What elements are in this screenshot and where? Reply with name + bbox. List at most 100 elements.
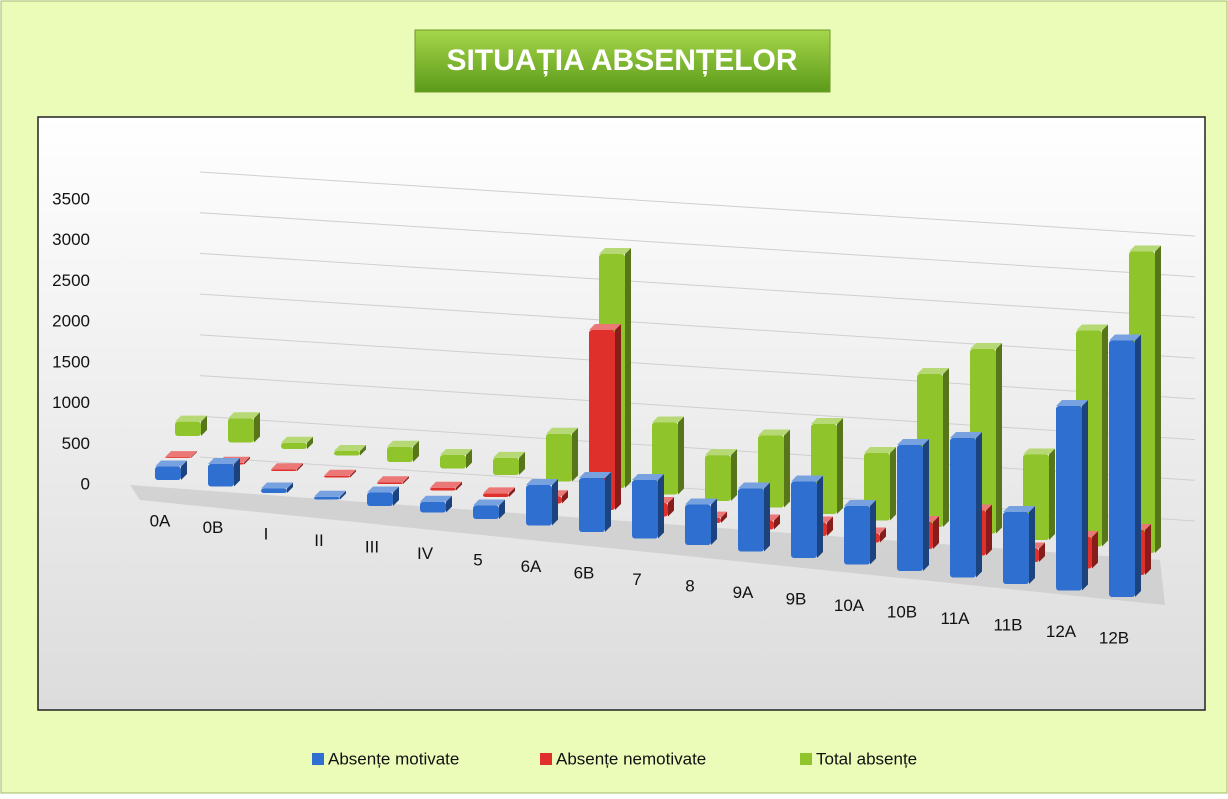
bar	[314, 496, 340, 500]
bar-top	[493, 451, 525, 458]
legend-swatch	[312, 753, 324, 765]
bar	[685, 504, 711, 545]
legend-swatch	[800, 753, 812, 765]
bar-top	[228, 412, 260, 419]
bar-side	[1145, 524, 1151, 575]
bar-side	[244, 456, 250, 465]
bar-top	[897, 439, 929, 445]
x-tick-label: 11A	[941, 609, 971, 628]
bar-top	[526, 479, 558, 485]
bar-side	[519, 451, 525, 475]
grid-line	[199, 252, 1196, 318]
bar-side	[1102, 324, 1108, 547]
y-tick-label: 2500	[52, 271, 90, 290]
bar-side	[731, 449, 737, 501]
bar-top	[473, 499, 505, 506]
bar	[175, 421, 201, 436]
bar-top	[705, 449, 737, 456]
bar-top	[791, 475, 823, 482]
legend-label: Absențe motivate	[328, 749, 459, 768]
bar-top	[589, 324, 621, 330]
legend-swatch	[540, 753, 552, 765]
bar-side	[986, 504, 992, 556]
bar	[430, 487, 456, 491]
bar-side	[446, 495, 452, 513]
bar-top	[758, 429, 790, 436]
bar-side	[890, 447, 896, 521]
bar-side	[668, 497, 674, 517]
bar-side	[509, 487, 515, 497]
bar	[897, 445, 923, 571]
y-tick-label: 3500	[52, 189, 90, 208]
bar-top	[632, 474, 664, 480]
grid-line	[199, 212, 1196, 278]
bar	[526, 485, 552, 526]
bar-side	[350, 469, 356, 478]
bar-side	[1082, 400, 1088, 591]
bar-top	[599, 248, 631, 254]
bar	[473, 505, 499, 519]
bar-side	[181, 460, 187, 480]
bar	[493, 457, 519, 475]
bar-top	[440, 449, 472, 455]
bar-top	[165, 451, 197, 458]
bar-side	[1092, 531, 1098, 569]
bar-top	[864, 447, 896, 453]
bar-side	[764, 482, 770, 552]
bar-side	[678, 416, 684, 495]
bar-top	[1129, 245, 1161, 252]
bar-side	[287, 482, 293, 493]
bar-side	[413, 440, 419, 462]
bar	[546, 433, 572, 482]
bar-side	[254, 412, 260, 443]
x-tick-label: 10B	[887, 602, 917, 621]
bar	[632, 480, 658, 539]
bar	[324, 475, 350, 478]
y-tick-label: 0	[81, 474, 90, 493]
bar-side	[923, 439, 929, 571]
bar	[440, 455, 466, 469]
bar-top	[314, 490, 346, 497]
bar-top	[1003, 506, 1035, 512]
bar	[738, 488, 764, 552]
y-tick-label: 1000	[52, 393, 90, 412]
bar-top	[652, 416, 684, 423]
x-tick-label: 9B	[786, 589, 807, 608]
bar	[261, 488, 287, 493]
bar-side	[191, 451, 197, 458]
bar	[271, 469, 297, 471]
floor	[130, 485, 1165, 605]
x-tick-label: I	[264, 524, 269, 543]
x-tick-label: III	[365, 537, 379, 556]
bar	[228, 418, 254, 443]
bar-side	[572, 427, 578, 482]
bar-side	[1135, 334, 1141, 597]
bar-top	[367, 486, 399, 493]
bar-top	[970, 343, 1002, 349]
bar-top	[917, 368, 949, 374]
bar	[589, 330, 615, 510]
bar-top	[950, 432, 982, 438]
x-tick-label: 9A	[733, 583, 754, 602]
bar	[208, 464, 234, 487]
bar	[483, 493, 509, 497]
bar-top	[281, 436, 313, 443]
x-tick-label: 12A	[1046, 622, 1077, 641]
bar-top	[430, 481, 462, 488]
bar-top	[271, 463, 303, 470]
bar-top	[811, 418, 843, 424]
bar-top	[1076, 324, 1108, 331]
bar-side	[1039, 542, 1045, 562]
bar	[950, 438, 976, 578]
bar	[155, 466, 181, 480]
bar-side	[817, 475, 823, 558]
x-tick-label: 6A	[521, 557, 542, 576]
bar	[281, 442, 307, 449]
bar-side	[360, 445, 366, 456]
bar-side	[711, 498, 717, 545]
bar-side	[340, 490, 346, 500]
x-tick-label: IV	[417, 544, 434, 563]
grid-line	[199, 375, 1196, 441]
bar	[1056, 406, 1082, 591]
